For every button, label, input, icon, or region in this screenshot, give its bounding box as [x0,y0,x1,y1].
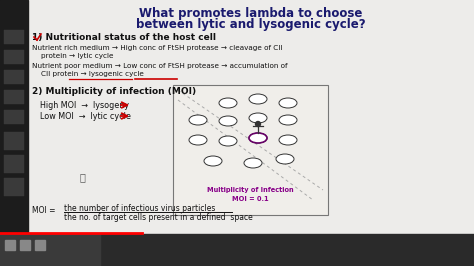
Text: 1) Nutritional status of the host cell: 1) Nutritional status of the host cell [32,33,216,42]
Ellipse shape [279,98,297,108]
Ellipse shape [249,113,267,123]
Ellipse shape [189,115,207,125]
Ellipse shape [244,158,262,168]
Ellipse shape [276,154,294,164]
Text: between lytic and lysogenic cycle?: between lytic and lysogenic cycle? [136,18,366,31]
Bar [4,70,24,84]
Ellipse shape [279,115,297,125]
Ellipse shape [249,133,267,143]
Ellipse shape [249,133,267,143]
Bar [5,240,15,250]
Ellipse shape [219,136,237,146]
Text: ⤵: ⤵ [79,172,85,182]
Bar [28,0,474,234]
Bar [0,0,28,234]
Text: the no. of target cells present in a defined  space: the no. of target cells present in a def… [64,213,253,222]
Bar [4,50,24,64]
Ellipse shape [219,98,237,108]
Bar [20,240,30,250]
Text: MOI = 0.1: MOI = 0.1 [232,196,269,202]
Bar [4,132,24,150]
Ellipse shape [219,116,237,126]
Text: Multiplicity of Infection: Multiplicity of Infection [207,187,294,193]
Bar [4,30,24,44]
Text: the number of infectious virus particles: the number of infectious virus particles [64,204,215,213]
Bar [0,234,100,266]
Text: What promotes lambda to choose: What promotes lambda to choose [139,7,363,20]
Text: Low MOI  →  lytic cycle: Low MOI → lytic cycle [40,112,131,121]
Bar [4,155,24,173]
Circle shape [255,122,261,127]
Text: CII protein → lysogenic cycle: CII protein → lysogenic cycle [32,71,144,77]
Ellipse shape [249,94,267,104]
Ellipse shape [279,135,297,145]
Bar [4,178,24,196]
Bar [173,85,328,215]
Text: Nutrient poor medium → Low conc of FtSH protease → accumulation of: Nutrient poor medium → Low conc of FtSH … [32,63,288,69]
Bar [0,234,474,266]
Text: 2) Multiplicity of infection (MOI): 2) Multiplicity of infection (MOI) [32,87,196,96]
Bar [4,110,24,124]
Bar [35,240,45,250]
Text: MOI =: MOI = [32,206,55,215]
Bar [4,90,24,104]
Text: High MOI  →  lysogeny: High MOI → lysogeny [40,101,129,110]
Ellipse shape [189,135,207,145]
Text: Nutrient rich medium → High conc of FtSH protease → cleavage of CII: Nutrient rich medium → High conc of FtSH… [32,45,283,51]
Ellipse shape [204,156,222,166]
Text: protein → lytic cycle: protein → lytic cycle [32,53,113,59]
